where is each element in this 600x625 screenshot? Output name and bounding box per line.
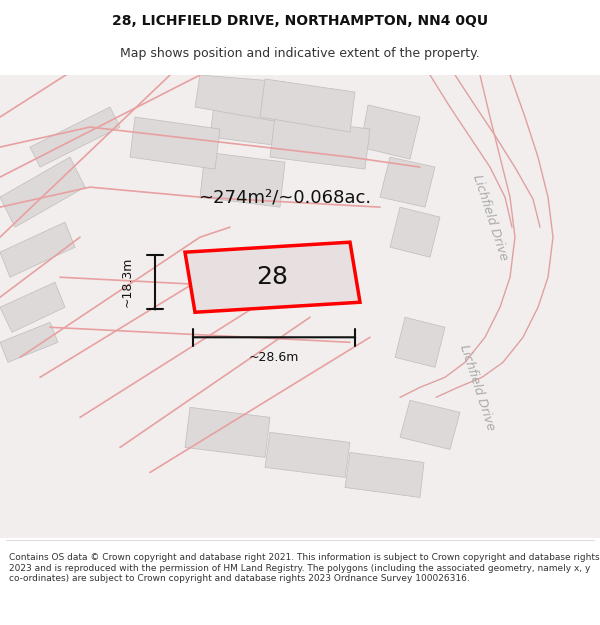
- Polygon shape: [400, 401, 460, 449]
- Polygon shape: [200, 152, 285, 207]
- Polygon shape: [0, 282, 65, 332]
- Polygon shape: [195, 75, 285, 122]
- Polygon shape: [345, 452, 424, 498]
- Text: ~18.3m: ~18.3m: [121, 257, 133, 308]
- Text: Map shows position and indicative extent of the property.: Map shows position and indicative extent…: [120, 48, 480, 61]
- Polygon shape: [185, 242, 360, 312]
- Text: 28, LICHFIELD DRIVE, NORTHAMPTON, NN4 0QU: 28, LICHFIELD DRIVE, NORTHAMPTON, NN4 0Q…: [112, 14, 488, 28]
- Text: Contains OS data © Crown copyright and database right 2021. This information is : Contains OS data © Crown copyright and d…: [9, 553, 599, 583]
- Polygon shape: [270, 117, 370, 169]
- Polygon shape: [185, 408, 270, 458]
- Text: Lichfield Drive: Lichfield Drive: [470, 173, 510, 262]
- Polygon shape: [210, 97, 295, 147]
- Polygon shape: [395, 318, 445, 368]
- Text: ~28.6m: ~28.6m: [249, 351, 299, 364]
- Text: Lichfield Drive: Lichfield Drive: [457, 342, 497, 432]
- Polygon shape: [360, 105, 420, 159]
- Polygon shape: [260, 79, 355, 132]
- Text: 28: 28: [257, 265, 289, 289]
- Polygon shape: [30, 107, 120, 167]
- Polygon shape: [380, 157, 435, 207]
- Polygon shape: [0, 222, 75, 278]
- Polygon shape: [390, 207, 440, 258]
- Polygon shape: [265, 432, 350, 478]
- Polygon shape: [130, 117, 220, 169]
- Text: ~274m²/~0.068ac.: ~274m²/~0.068ac.: [199, 188, 371, 206]
- Polygon shape: [0, 322, 58, 362]
- Polygon shape: [0, 157, 85, 227]
